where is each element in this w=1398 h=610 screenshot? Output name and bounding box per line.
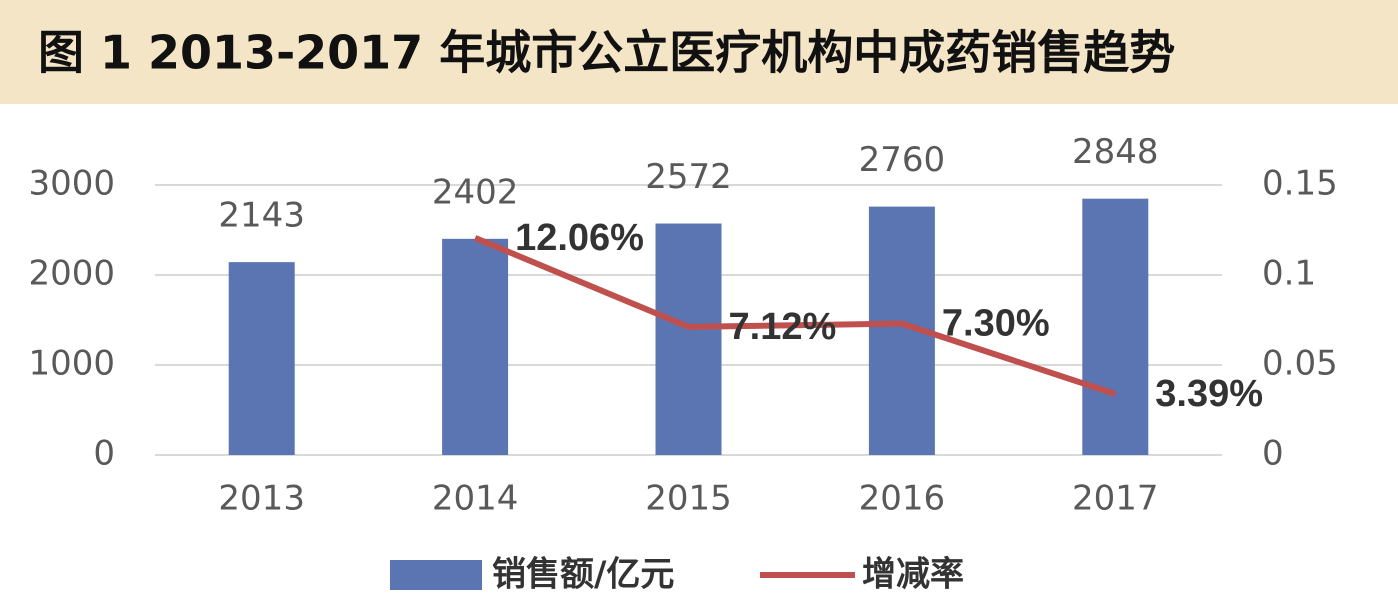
bar — [655, 223, 722, 455]
legend-label: 增减率 — [862, 555, 964, 595]
y2-tick-label: 0.05 — [1262, 344, 1338, 384]
x-tick-label: 2015 — [645, 479, 732, 519]
x-tick-label: 2016 — [859, 479, 946, 519]
y-tick-label: 3000 — [28, 164, 115, 204]
y2-tick-label: 0 — [1262, 434, 1284, 474]
bar-value-label: 2402 — [432, 172, 519, 212]
bar — [228, 262, 295, 455]
bar-value-label: 2760 — [859, 140, 946, 180]
y-tick-label: 1000 — [28, 344, 115, 384]
x-tick-label: 2014 — [432, 479, 519, 519]
bar-value-label: 2572 — [645, 157, 732, 197]
chart-title: 图 1 2013-2017 年城市公立医疗机构中成药销售趋势 — [38, 26, 1175, 80]
bar-value-label: 2143 — [218, 196, 305, 236]
legend-swatch — [390, 560, 482, 590]
line-value-label: 7.12% — [729, 306, 837, 348]
bar-value-label: 2848 — [1072, 132, 1159, 172]
line-value-label: 3.39% — [1155, 373, 1263, 415]
x-tick-label: 2017 — [1072, 479, 1159, 519]
line-value-label: 7.30% — [942, 303, 1050, 345]
y2-tick-label: 0.15 — [1262, 164, 1338, 204]
x-tick-label: 2013 — [218, 479, 305, 519]
legend-label: 销售额/亿元 — [492, 555, 674, 595]
title-band — [0, 0, 1398, 104]
bar — [442, 238, 509, 455]
y2-tick-label: 0.1 — [1262, 254, 1316, 294]
y-tick-label: 2000 — [28, 254, 115, 294]
line — [473, 235, 1117, 397]
line-value-label: 12.06% — [515, 217, 644, 259]
bar — [1082, 198, 1149, 455]
y-tick-label: 0 — [93, 434, 115, 474]
